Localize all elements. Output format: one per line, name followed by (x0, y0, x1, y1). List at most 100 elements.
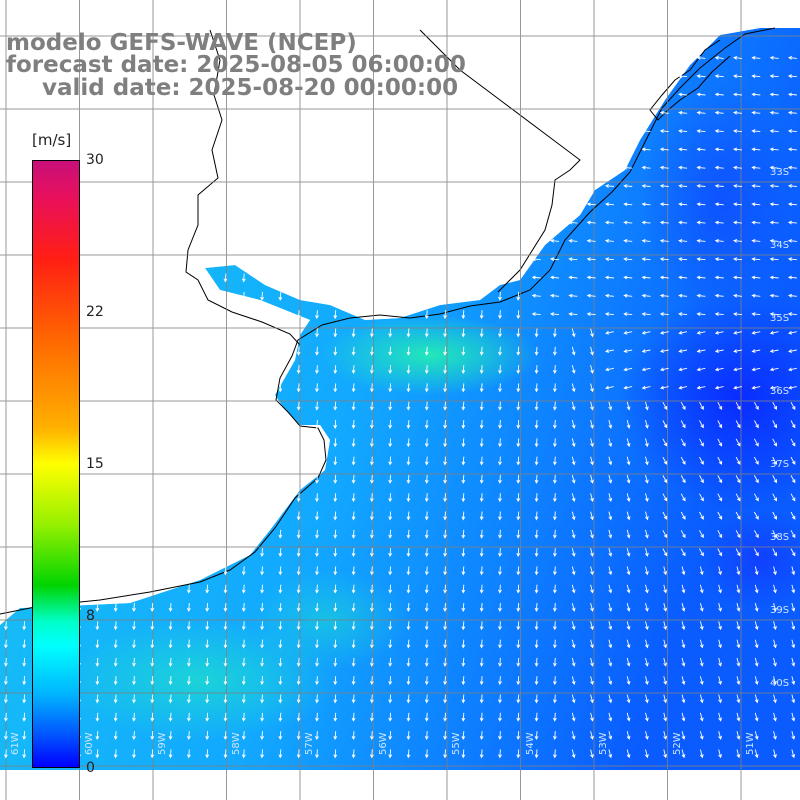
wind-arrow (278, 291, 283, 301)
wind-arrow (205, 657, 210, 667)
wind-arrow (773, 749, 777, 759)
wind-arrow (278, 548, 283, 558)
wind-arrow (733, 385, 742, 390)
wind-arrow (424, 694, 429, 704)
wind-arrow (641, 385, 651, 390)
wind-arrow (787, 184, 797, 188)
wind-arrow (278, 566, 283, 576)
wind-arrow (369, 712, 374, 722)
wind-arrow (241, 566, 246, 576)
wind-arrow (736, 639, 741, 649)
wind-arrow (586, 275, 596, 280)
wind-arrow (388, 328, 393, 338)
wind-arrow (714, 349, 724, 353)
wind-arrow (333, 529, 338, 539)
wind-arrow (443, 676, 447, 686)
wind-arrow (369, 584, 374, 594)
wind-arrow (552, 365, 557, 375)
wind-arrow (132, 712, 136, 722)
wind-arrow (479, 657, 484, 667)
wind-arrow (623, 184, 633, 188)
wind-arrow (296, 657, 301, 667)
wind-arrow (787, 92, 797, 97)
wind-arrow (3, 694, 8, 704)
wind-arrow (772, 511, 777, 520)
wind-arrow (680, 456, 686, 465)
wind-arrow (479, 584, 484, 594)
wind-arrow (443, 419, 447, 429)
wind-arrow (788, 367, 797, 372)
wind-arrow (717, 401, 723, 411)
wind-arrow (590, 566, 594, 576)
wind-arrow (644, 731, 649, 740)
wind-arrow (315, 657, 319, 667)
wind-arrow (186, 676, 191, 686)
wind-arrow (552, 657, 557, 667)
wind-arrow (623, 202, 633, 207)
wind-arrow (351, 731, 356, 741)
wind-arrow (461, 584, 466, 594)
wind-arrow (787, 147, 797, 152)
wind-arrow (150, 694, 155, 704)
wind-arrow (678, 275, 688, 280)
wind-arrow (769, 238, 779, 243)
wind-arrow (388, 511, 393, 521)
wind-arrow (113, 676, 118, 686)
wind-arrow (315, 621, 319, 631)
wind-arrow (479, 548, 484, 558)
wind-arrow (754, 511, 759, 520)
wind-arrow (751, 184, 761, 188)
wind-arrow (590, 529, 594, 539)
wind-arrow (699, 456, 704, 465)
wind-arrow (315, 493, 319, 503)
wind-arrow (659, 110, 669, 115)
wind-arrow (113, 694, 118, 704)
wind-arrow (498, 676, 502, 686)
wind-arrow (498, 310, 502, 320)
wind-arrow (22, 731, 27, 741)
wind-arrow (714, 147, 724, 152)
wind-arrow (659, 202, 669, 207)
wind-arrow (626, 456, 631, 466)
wind-arrow (278, 749, 283, 759)
wind-arrow (787, 257, 797, 262)
wind-arrow (659, 165, 669, 170)
wind-arrow (608, 712, 613, 722)
lat-label-33s: 33S (770, 167, 790, 178)
wind-arrow (552, 676, 557, 686)
wind-arrow (461, 474, 466, 484)
wind-arrow (315, 548, 319, 558)
wind-arrow (659, 367, 669, 372)
wind-arrow (424, 346, 429, 356)
wind-arrow (788, 385, 797, 390)
wind-arrow (680, 401, 686, 411)
wind-arrow (406, 602, 411, 612)
wind-arrow (516, 456, 521, 466)
wind-arrow (787, 220, 797, 225)
wind-arrow (186, 621, 191, 631)
wind-arrow (678, 129, 688, 133)
wind-arrow (424, 310, 429, 320)
wind-arrow (223, 749, 228, 759)
wind-arrow (663, 749, 668, 759)
wind-arrow (769, 74, 779, 79)
wind-arrow (534, 401, 539, 411)
wind-arrow (516, 694, 521, 704)
wind-arrow (22, 749, 27, 759)
wind-arrow (260, 291, 264, 301)
lat-label-40s: 40S (770, 678, 790, 689)
wind-arrow (296, 584, 301, 594)
wind-arrow (754, 621, 759, 631)
wind-arrow (278, 676, 283, 686)
wind-arrow (388, 419, 393, 429)
wind-arrow (461, 639, 466, 649)
wind-arrow (95, 749, 100, 759)
wind-arrow (769, 275, 779, 280)
wind-arrow (479, 731, 484, 741)
wind-arrow (787, 312, 797, 316)
wind-arrow (552, 639, 557, 649)
wind-arrow (534, 749, 539, 759)
wind-arrow (369, 383, 374, 393)
wind-arrow (623, 367, 633, 372)
wind-arrow (699, 420, 704, 429)
